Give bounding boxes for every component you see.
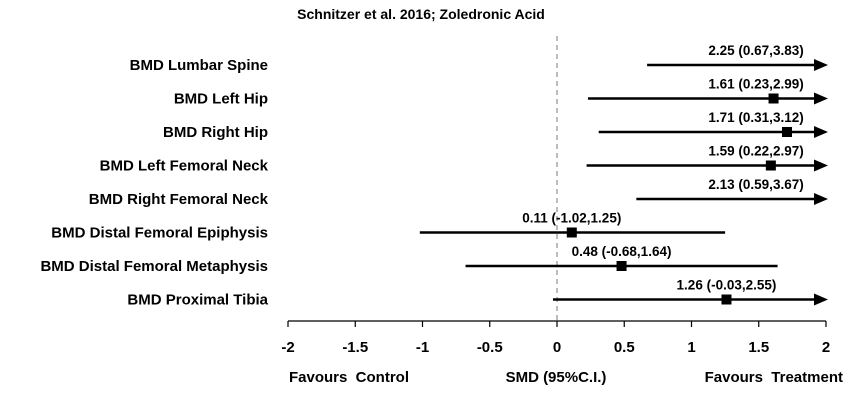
point-estimate: [768, 93, 779, 104]
row-label: BMD Distal Femoral Epiphysis: [51, 225, 268, 242]
chart-title: Schnitzer et al. 2016; Zoledronic Acid: [297, 6, 545, 22]
row-label: BMD Left Femoral Neck: [100, 158, 269, 175]
x-tick-label: 1.5: [748, 339, 769, 356]
forest-row: BMD Distal Femoral Epiphysis 0.11 (-1.02,…: [51, 211, 726, 242]
point-estimate: [721, 294, 732, 305]
x-tick-label: -0.5: [477, 339, 503, 356]
estimate-label: 0.11 (-1.02,1.25): [522, 211, 621, 226]
forest-row: BMD Proximal Tibia 1.26 (-0.03,2.55): [127, 278, 828, 309]
forest-row: BMD Left Femoral Neck 1.59 (0.22,2.97): [100, 144, 828, 175]
estimate-label: 1.61 (0.23,2.99): [708, 77, 803, 92]
forest-row: BMD Right Hip 1.71 (0.31,3.12): [163, 110, 828, 141]
point-estimate: [616, 261, 627, 271]
favours-control-label: Favours Control: [289, 369, 409, 386]
x-tick-label: -1.5: [342, 339, 368, 356]
x-tick-label: 2: [822, 339, 830, 356]
row-label: BMD Proximal Tibia: [127, 292, 268, 309]
x-axis-label: SMD (95%C.I.): [506, 369, 607, 386]
forest-row: BMD Distal Femoral Metaphysis 0.48 (-0.68…: [40, 244, 778, 275]
ci-arrow: [814, 193, 828, 205]
point-estimate: [781, 127, 792, 137]
row-label: BMD Lumbar Spine: [130, 57, 268, 74]
forest-row: BMD Left Hip 1.61 (0.23,2.99): [174, 77, 828, 108]
ci-arrow: [814, 92, 828, 105]
row-label: BMD Left Hip: [174, 91, 268, 108]
estimate-label: 2.13 (0.59,3.67): [708, 177, 803, 192]
ci-arrow: [814, 159, 828, 172]
x-tick-label: 1: [687, 339, 695, 356]
estimate-label: 0.48 (-0.68,1.64): [572, 244, 672, 259]
ci-arrow: [814, 59, 828, 71]
row-label: BMD Right Femoral Neck: [89, 191, 269, 208]
forest-row: BMD Right Femoral Neck 2.13 (0.59,3.67): [89, 177, 828, 208]
x-tick-label: -2: [281, 339, 294, 356]
ci-arrow: [814, 126, 828, 138]
point-estimate: [566, 227, 577, 238]
ci-arrow: [814, 293, 828, 306]
point-estimate: [765, 160, 776, 171]
x-tick-label: -1: [416, 339, 429, 356]
estimate-label: 2.25 (0.67,3.83): [708, 43, 803, 58]
estimate-label: 1.26 (-0.03,2.55): [677, 278, 777, 293]
row-label: BMD Right Hip: [163, 124, 268, 141]
favours-treatment-label: Favours Treatment: [705, 369, 843, 386]
estimate-label: 1.59 (0.22,2.97): [708, 144, 803, 159]
x-tick-label: 0: [553, 339, 561, 356]
estimate-label: 1.71 (0.31,3.12): [708, 110, 803, 125]
forest-row: BMD Lumbar Spine 2.25 (0.67,3.83): [130, 43, 828, 74]
row-label: BMD Distal Femoral Metaphysis: [40, 258, 268, 275]
x-tick-label: 0.5: [614, 339, 635, 356]
